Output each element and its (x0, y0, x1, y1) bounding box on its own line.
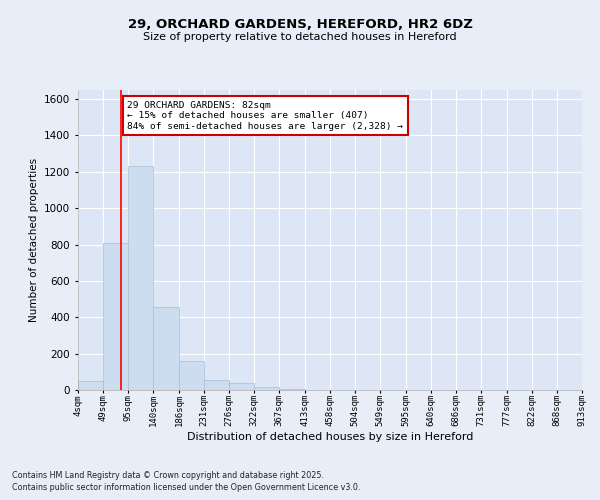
Bar (78, 381, 103, 390)
Text: Contains HM Land Registry data © Crown copyright and database right 2025.: Contains HM Land Registry data © Crown c… (12, 471, 324, 480)
X-axis label: Distribution of detached houses by size in Hereford: Distribution of detached houses by size … (187, 432, 473, 442)
Bar (179, 361, 204, 390)
Text: 29 ORCHARD GARDENS: 82sqm
← 15% of detached houses are smaller (407)
84% of semi: 29 ORCHARD GARDENS: 82sqm ← 15% of detac… (127, 101, 403, 130)
Text: Contains public sector information licensed under the Open Government Licence v3: Contains public sector information licen… (12, 484, 361, 492)
Bar (103, 242, 128, 390)
Bar (279, 389, 305, 390)
Text: 29, ORCHARD GARDENS, HEREFORD, HR2 6DZ: 29, ORCHARD GARDENS, HEREFORD, HR2 6DZ (128, 18, 472, 30)
Bar (128, 166, 154, 390)
Bar (154, 308, 179, 390)
Y-axis label: Number of detached properties: Number of detached properties (29, 158, 38, 322)
Text: Size of property relative to detached houses in Hereford: Size of property relative to detached ho… (143, 32, 457, 42)
Bar (204, 380, 229, 390)
Bar (229, 382, 254, 390)
Bar (254, 388, 279, 390)
